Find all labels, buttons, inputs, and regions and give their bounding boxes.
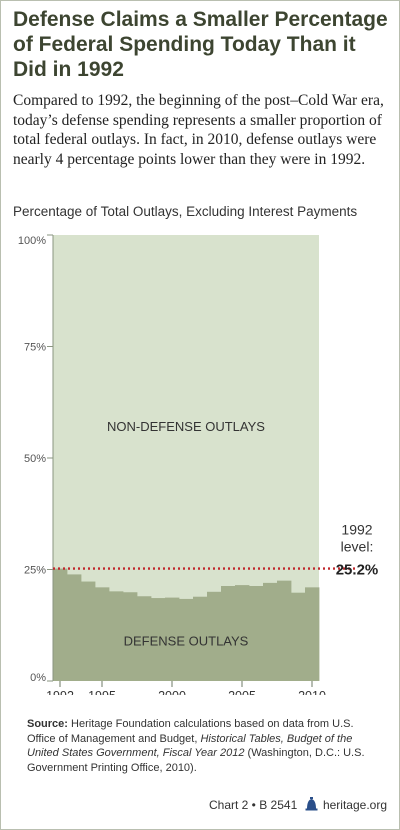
y-tick-label-100: 100% bbox=[18, 235, 46, 247]
y-tick-label-0: 0% bbox=[30, 672, 46, 684]
x-tick-label-1995: 1995 bbox=[88, 689, 116, 695]
defense-bar-1999 bbox=[151, 598, 166, 681]
defense-bar-1996 bbox=[109, 591, 124, 681]
x-tick-label-1992: 1992 bbox=[46, 689, 74, 695]
reference-label-level: level: bbox=[341, 539, 374, 555]
defense-bar-2010 bbox=[305, 587, 320, 681]
defense-bar-2006 bbox=[249, 586, 264, 681]
chart-id: Chart 2 • B 2541 bbox=[209, 798, 298, 812]
source-text-2: (Washington, D.C.: U.S. Government Print… bbox=[27, 747, 365, 774]
defense-bar-1998 bbox=[137, 596, 152, 681]
defense-bar-2004 bbox=[221, 586, 236, 681]
y-tick-label-50: 50% bbox=[24, 453, 46, 465]
defense-bar-1995 bbox=[95, 587, 110, 681]
x-tick-label-2010: 2010 bbox=[298, 689, 326, 695]
area-chart: 0%25%50%75%100%199219952000200520101992l… bbox=[18, 234, 379, 695]
y-tick-label-75: 75% bbox=[24, 342, 46, 354]
defense-bar-2002 bbox=[193, 596, 208, 681]
source-italic: Historical Tables, Budget of the United … bbox=[27, 732, 353, 760]
defense-bar-2005 bbox=[235, 585, 250, 681]
site-link[interactable]: heritage.org bbox=[322, 798, 387, 812]
x-tick-label-2000: 2000 bbox=[158, 689, 186, 695]
source-note: Source: Heritage Foundation calculations… bbox=[27, 717, 379, 775]
x-tick-label-2005: 2005 bbox=[228, 689, 256, 695]
source-label: Source: bbox=[27, 718, 68, 730]
defense-bar-1994 bbox=[81, 581, 96, 681]
page-title: Defense Claims a Smaller Percentage of F… bbox=[13, 8, 388, 81]
non-defense-label: NON-DEFENSE OUTLAYS bbox=[107, 419, 265, 434]
defense-bar-2003 bbox=[207, 591, 222, 681]
reference-value-label: 25.2% bbox=[336, 562, 379, 579]
liberty-bell-icon bbox=[305, 797, 318, 811]
defense-bar-1993 bbox=[67, 574, 82, 681]
defense-bar-1997 bbox=[123, 592, 138, 681]
intro-text: Compared to 1992, the beginning of the p… bbox=[13, 92, 384, 168]
reference-label-year: 1992 bbox=[341, 522, 372, 538]
defense-bar-2009 bbox=[291, 592, 306, 681]
footer: Chart 2 • B 2541 heritage.org bbox=[209, 797, 387, 812]
source-text-1: Heritage Foundation calculations based o… bbox=[27, 718, 354, 745]
defense-bar-2008 bbox=[277, 580, 292, 681]
defense-bar-2001 bbox=[179, 598, 194, 681]
defense-bar-1992 bbox=[53, 568, 68, 681]
y-tick-label-25: 25% bbox=[24, 565, 46, 577]
defense-bar-2000 bbox=[165, 597, 180, 681]
chart-title: Percentage of Total Outlays, Excluding I… bbox=[13, 204, 358, 219]
defense-label: DEFENSE OUTLAYS bbox=[124, 633, 249, 648]
defense-bar-2007 bbox=[263, 582, 278, 681]
